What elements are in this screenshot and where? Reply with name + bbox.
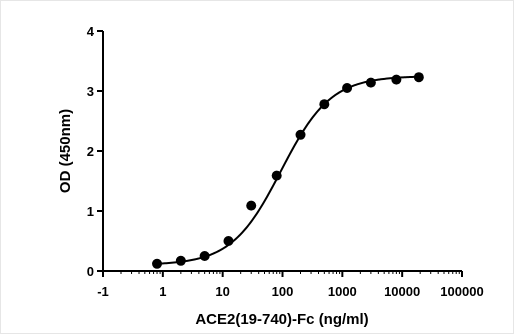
data-point — [413, 72, 424, 83]
data-point — [246, 200, 257, 211]
x-tick-label: 100000 — [440, 284, 483, 299]
fit-curve — [156, 75, 419, 265]
y-tick-label: 2 — [87, 144, 94, 159]
data-point — [152, 258, 163, 269]
data-points — [152, 72, 424, 269]
y-tick-label: 1 — [87, 204, 94, 219]
x-tick-label: 100 — [272, 284, 294, 299]
data-point — [391, 74, 402, 85]
y-axis-label: OD (450nm) — [57, 109, 74, 193]
x-tick-label: 10 — [215, 284, 229, 299]
data-point — [365, 77, 376, 88]
y-tick-label: 3 — [87, 84, 94, 99]
y-tick-label: 4 — [87, 24, 95, 39]
axes: 0 1 2 3 4 -1 1 10 100 1000 10000 100000 — [87, 24, 484, 299]
data-point — [319, 99, 330, 110]
data-point — [199, 251, 210, 261]
data-point — [342, 83, 353, 93]
x-tick-label: -1 — [97, 284, 109, 299]
data-point — [271, 170, 282, 181]
data-point — [175, 255, 186, 266]
x-tick-label: 1000 — [328, 284, 357, 299]
x-axis-label: ACE2(19-740)-Fc (ng/ml) — [195, 311, 368, 328]
x-tick-label: 1 — [159, 284, 166, 299]
data-point — [223, 236, 234, 246]
y-tick-label: 0 — [87, 264, 94, 279]
data-point — [295, 129, 306, 140]
x-tick-label: 10000 — [384, 284, 420, 299]
